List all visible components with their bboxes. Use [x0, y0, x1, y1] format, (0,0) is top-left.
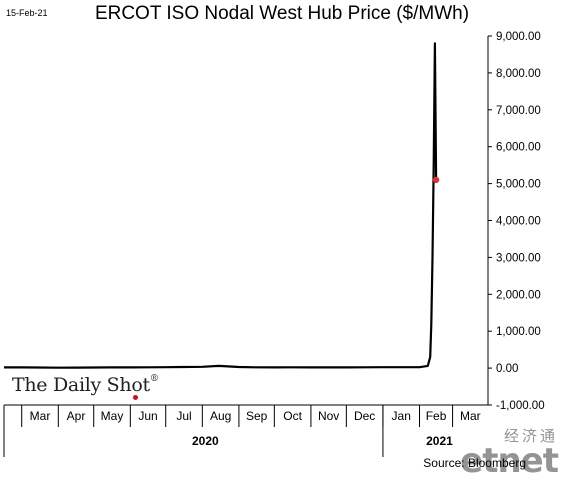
y-tick-label: 1,000.00: [496, 326, 541, 338]
x-month-label: Mar: [30, 409, 51, 423]
y-tick-label: -1,000.00: [496, 400, 545, 412]
x-month-label: Jun: [138, 409, 157, 423]
brand-logo: The Daily Shot®: [12, 374, 159, 400]
y-tick-label: 9,000.00: [496, 31, 541, 43]
x-month-label: Oct: [283, 409, 302, 423]
x-month-label: Apr: [67, 409, 86, 423]
x-month-label: Mar: [460, 409, 481, 423]
chart-title: ERCOT ISO Nodal West Hub Price ($/MWh): [94, 3, 470, 24]
x-month-label: Jan: [392, 409, 411, 423]
brand-name: The Daily Shot: [12, 374, 150, 396]
last-value-marker: [432, 176, 440, 184]
x-year-label: 2021: [426, 434, 453, 448]
y-tick-label: 2,000.00: [496, 289, 541, 301]
x-month-label: Nov: [318, 409, 339, 423]
y-tick-label: 0.00: [496, 363, 518, 375]
x-month-label: Feb: [426, 409, 447, 423]
y-tick-label: 7,000.00: [496, 105, 541, 117]
x-month-label: Sep: [246, 409, 268, 423]
price-series-line: [4, 42, 438, 369]
date-stamp: 15-Feb-21: [6, 8, 48, 18]
source-note: Source: Bloomberg: [423, 456, 526, 470]
x-month-label: Jul: [176, 409, 191, 423]
y-tick-label: 3,000.00: [496, 252, 541, 264]
y-tick-label: 6,000.00: [496, 142, 541, 154]
y-tick-label: 4,000.00: [496, 216, 541, 228]
x-year-label: 2020: [192, 434, 219, 448]
watermark-cn: 经济通: [503, 427, 558, 445]
x-month-label: Dec: [354, 409, 375, 423]
y-tick-label: 5,000.00: [496, 179, 541, 191]
x-month-label: May: [101, 409, 124, 423]
registered-mark: ®: [149, 374, 159, 384]
brand-dot-icon: [133, 395, 138, 400]
x-month-label: Aug: [210, 409, 231, 423]
y-tick-label: 8,000.00: [496, 68, 541, 80]
